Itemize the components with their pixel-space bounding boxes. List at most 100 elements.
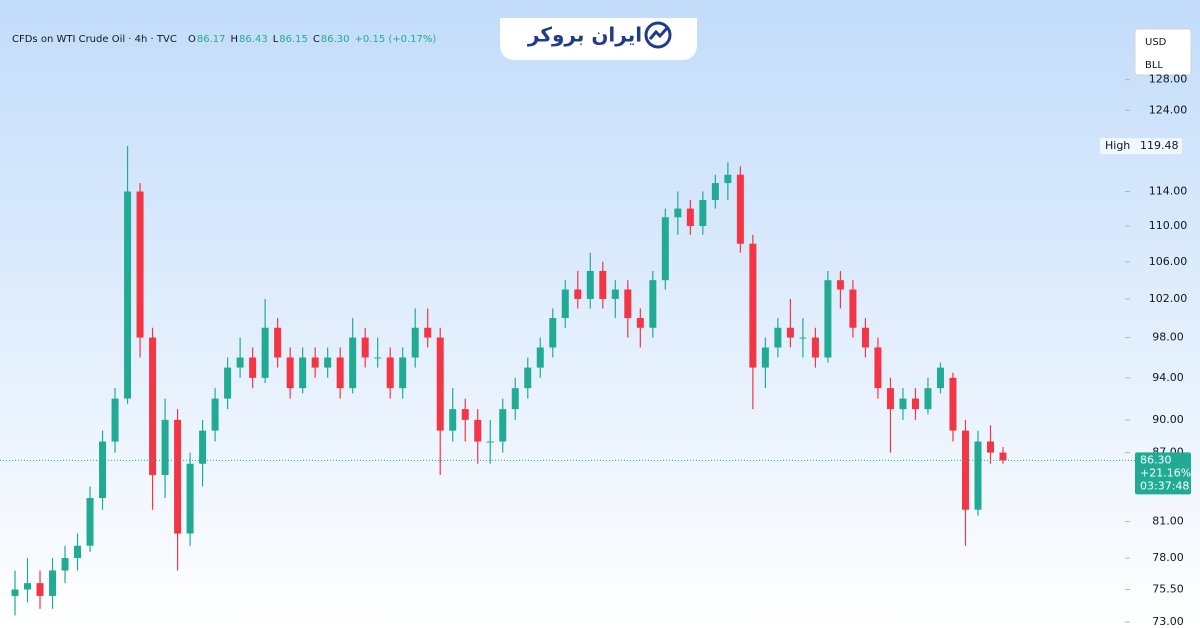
high-label: High: [1105, 139, 1130, 152]
candle-body: [199, 430, 207, 464]
candle-body: [786, 327, 794, 338]
candle-body: [249, 357, 257, 378]
candle-body: [61, 558, 69, 571]
candle-body: [324, 357, 332, 368]
candle-body: [349, 337, 357, 389]
candle-body: [849, 289, 857, 328]
y-tick-label: 94.00: [1152, 371, 1184, 384]
y-tick-label: 106.00: [1149, 255, 1188, 268]
candle-body: [799, 337, 807, 339]
candle-body: [374, 357, 382, 359]
ohlc-legend: O 86.17 H 86.43 L 86.15 C 86.30 +0.15 (+0.17%): [188, 34, 436, 45]
candle-body: [999, 452, 1007, 461]
candle-body: [936, 367, 944, 389]
legend-change: +0.15 (+0.17%): [355, 34, 437, 45]
candle-body: [424, 327, 432, 338]
candle-body: [49, 570, 57, 596]
candle-body: [86, 498, 94, 546]
currency: USD: [1145, 37, 1167, 48]
candle-body: [961, 430, 969, 510]
candle-body: [811, 337, 819, 358]
candle-body: [124, 191, 132, 399]
candle-body: [261, 327, 269, 378]
candle-body: [461, 409, 469, 420]
unit: BLL: [1145, 60, 1163, 71]
y-tick-label: 102.00: [1149, 292, 1188, 305]
y-tick-label: 90.00: [1152, 413, 1184, 426]
candle-body: [161, 419, 169, 476]
y-tick-label: 110.00: [1149, 219, 1188, 232]
candle-body: [561, 289, 569, 319]
candle-body: [11, 589, 19, 596]
candle-body: [386, 357, 394, 389]
logo-icon: [644, 21, 672, 49]
candle-body: [886, 388, 894, 410]
y-tick-label: 78.00: [1152, 551, 1184, 564]
candle-body: [986, 441, 994, 453]
last-price-label: 86.30: [1140, 453, 1172, 466]
candle-body: [511, 388, 519, 410]
candle-body: [724, 174, 732, 184]
candle-body: [411, 327, 419, 358]
candle-body: [136, 191, 144, 338]
candle-body: [836, 280, 844, 290]
high-box: [1100, 138, 1182, 155]
candle-body: [361, 337, 369, 358]
y-tick-label: 73.00: [1152, 615, 1184, 628]
candle-body: [549, 318, 557, 348]
last-price-label: +21.16%: [1140, 466, 1191, 479]
candle-body: [674, 208, 682, 218]
chart-title: CFDs on WTI Crude Oil · 4h · TVC: [12, 34, 177, 45]
last-price-label: 03:37:48: [1140, 479, 1189, 492]
legend-key: L: [273, 34, 279, 45]
candle-body: [649, 280, 657, 328]
candle-body: [486, 441, 494, 443]
candle-body: [536, 347, 544, 368]
legend-value: 86.15: [279, 34, 308, 45]
candle-body: [699, 200, 707, 227]
y-tick-label: 114.00: [1149, 185, 1188, 198]
legend-value: 86.30: [321, 34, 350, 45]
candle-body: [449, 409, 457, 431]
candle-body: [599, 270, 607, 299]
candle-body: [524, 367, 532, 389]
candle-body: [499, 409, 507, 442]
plot-area: [0, 79, 1135, 623]
legend-key: O: [188, 34, 196, 45]
candle-body: [636, 318, 644, 328]
candle-body: [624, 289, 632, 319]
candle-body: [299, 357, 307, 389]
candle-body: [924, 388, 932, 410]
y-tick-label: 98.00: [1152, 331, 1184, 344]
currency-box[interactable]: [1134, 28, 1192, 76]
candle-body: [861, 327, 869, 348]
candle-body: [949, 377, 957, 431]
candle-body: [774, 327, 782, 348]
candle-body: [311, 357, 319, 368]
candle-body: [399, 357, 407, 389]
candle-body: [436, 337, 444, 431]
candle-body: [974, 441, 982, 510]
candle-body: [661, 217, 669, 281]
candle-body: [274, 327, 282, 358]
candle-body: [574, 289, 582, 299]
candle-body: [236, 357, 244, 368]
y-tick-label: 75.50: [1152, 583, 1184, 596]
candle-body: [749, 243, 757, 368]
candle-body: [824, 280, 832, 358]
candle-body: [111, 398, 119, 442]
high-value: 119.48: [1140, 139, 1179, 152]
candle-body: [224, 367, 232, 399]
legend-key: H: [231, 34, 239, 45]
candle-body: [874, 347, 882, 389]
candle-body: [99, 441, 107, 499]
candle-body: [899, 398, 907, 410]
candle-body: [286, 357, 294, 389]
y-tick-label: 124.00: [1149, 103, 1188, 116]
candle-body: [611, 289, 619, 299]
candle-body: [586, 270, 594, 299]
brand: ایران بروکر: [527, 23, 642, 47]
legend-value: 86.43: [239, 34, 268, 45]
candle-body: [336, 357, 344, 389]
